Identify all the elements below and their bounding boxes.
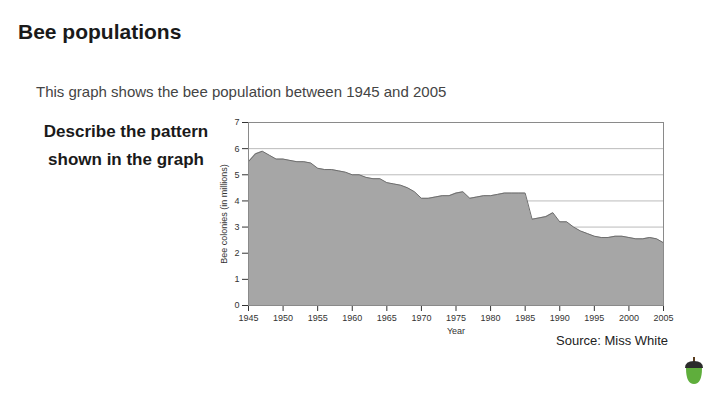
svg-text:1960: 1960 bbox=[342, 313, 362, 323]
html-text:This graph shows the bee popul: This graph shows the bee population betw… bbox=[36, 83, 447, 100]
svg-text:3: 3 bbox=[234, 222, 239, 232]
svg-text:1980: 1980 bbox=[481, 313, 501, 323]
svg-text:1: 1 bbox=[234, 274, 239, 284]
svg-text:7: 7 bbox=[234, 117, 239, 127]
svg-text:6: 6 bbox=[234, 144, 239, 154]
svg-text:2: 2 bbox=[234, 248, 239, 258]
svg-text:1965: 1965 bbox=[377, 313, 397, 323]
svg-text:1975: 1975 bbox=[446, 313, 466, 323]
svg-text:Bee colonies (in millions): Bee colonies (in millions) bbox=[219, 164, 229, 264]
svg-text:1945: 1945 bbox=[238, 313, 258, 323]
svg-text:1990: 1990 bbox=[550, 313, 570, 323]
html-text:Bee populations: Bee populations bbox=[18, 20, 182, 43]
svg-text:1970: 1970 bbox=[411, 313, 431, 323]
svg-text:2000: 2000 bbox=[619, 313, 639, 323]
html-text:Source: Miss White: Source: Miss White bbox=[556, 333, 668, 348]
svg-text:5: 5 bbox=[234, 170, 239, 180]
svg-text:0: 0 bbox=[234, 300, 239, 310]
svg-text:4: 4 bbox=[234, 196, 239, 206]
svg-text:1955: 1955 bbox=[308, 313, 328, 323]
svg-text:1985: 1985 bbox=[515, 313, 535, 323]
svg-text:2005: 2005 bbox=[653, 313, 673, 323]
svg-text:Year: Year bbox=[447, 326, 465, 336]
svg-text:1950: 1950 bbox=[273, 313, 293, 323]
svg-text:1995: 1995 bbox=[584, 313, 604, 323]
html-text:Describe the pattern shown in: Describe the pattern shown in the graph bbox=[43, 122, 209, 169]
